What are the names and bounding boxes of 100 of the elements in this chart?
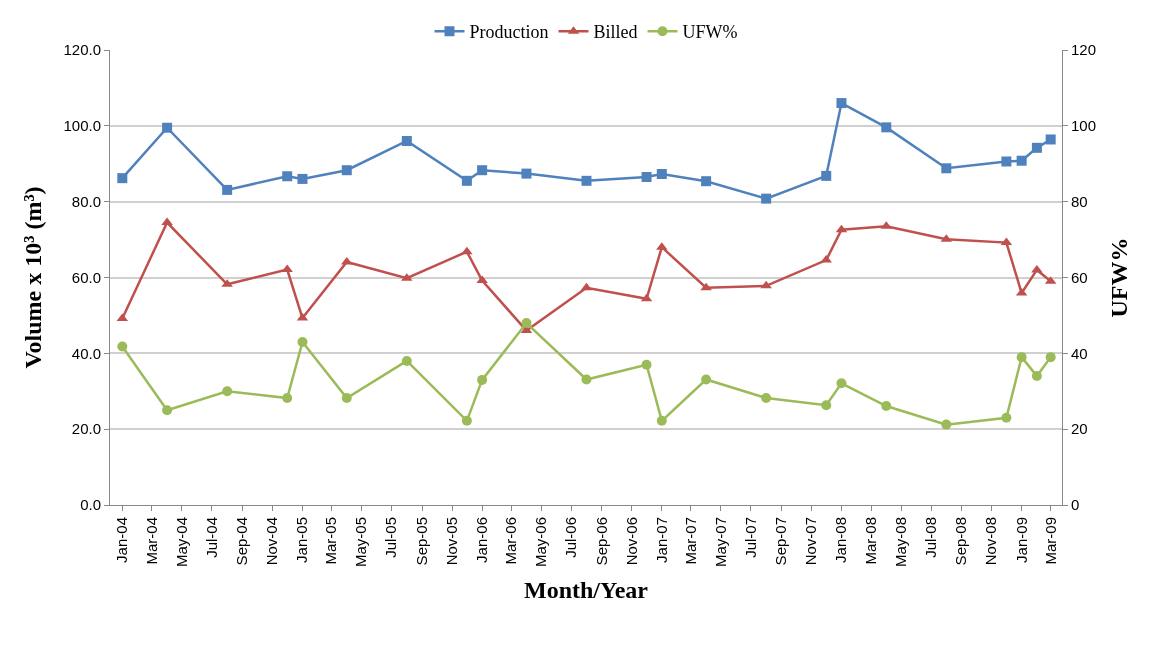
x-tick-label: Jul-05 xyxy=(382,517,400,558)
y-axis-title: Volume x 10³ (m³) xyxy=(19,186,46,369)
legend-label: Billed xyxy=(593,22,638,43)
point xyxy=(641,172,652,183)
y-tick-label: 0.0 xyxy=(80,496,101,514)
x-tick-label: Jan-07 xyxy=(652,517,670,563)
y2-tick-label: 120 xyxy=(1071,41,1097,59)
y2-tick-label: 80 xyxy=(1071,192,1088,210)
point xyxy=(821,170,832,181)
y2-tick-label: 0 xyxy=(1071,496,1080,514)
y-tick-label: 20.0 xyxy=(71,420,101,438)
x-tick-label: Mar-04 xyxy=(142,517,160,565)
y-tick-label: 80.0 xyxy=(71,192,101,210)
point xyxy=(461,415,472,426)
x-tick-label: Jul-06 xyxy=(562,517,580,558)
x-tick-label: Jan-06 xyxy=(473,517,491,563)
x-tick-label: Nov-08 xyxy=(982,517,1000,566)
point xyxy=(760,280,772,289)
point xyxy=(341,393,352,404)
point xyxy=(1031,371,1042,382)
x-tick-label: Mar-09 xyxy=(1041,517,1059,565)
y2-axis-title: UFW% xyxy=(1106,237,1133,318)
point xyxy=(162,405,173,416)
point xyxy=(161,217,173,226)
x-tick-label: Jan-05 xyxy=(293,517,311,563)
point xyxy=(477,165,488,176)
point xyxy=(836,98,847,109)
x-tick-label: Mar-07 xyxy=(681,517,699,565)
x-tick-label: Sep-05 xyxy=(412,517,430,566)
y-tick-label: 40.0 xyxy=(71,344,101,362)
x-tick-label: Jul-07 xyxy=(741,517,759,558)
point xyxy=(656,415,667,426)
point xyxy=(297,173,308,184)
point xyxy=(1001,156,1012,167)
point xyxy=(1045,134,1056,145)
point xyxy=(821,400,832,411)
point xyxy=(476,275,488,284)
y2-tick-label: 100 xyxy=(1071,117,1097,135)
point xyxy=(117,173,128,184)
y-tick-label: 100.0 xyxy=(63,117,101,135)
point xyxy=(222,386,233,397)
x-tick-label: Jul-08 xyxy=(921,517,939,558)
x-tick-label: Mar-06 xyxy=(502,517,520,565)
x-tick-label: Sep-08 xyxy=(952,517,970,566)
point xyxy=(836,378,847,389)
point xyxy=(297,336,308,347)
point xyxy=(581,175,592,186)
legend-label: UFW% xyxy=(682,22,738,43)
point xyxy=(941,163,952,174)
point xyxy=(701,374,712,385)
point xyxy=(1016,155,1027,166)
x-tick-label: Mar-08 xyxy=(861,517,879,565)
point xyxy=(701,176,712,187)
point xyxy=(117,341,128,352)
x-tick-label: Mar-05 xyxy=(322,517,340,565)
y2-tick-label: 20 xyxy=(1071,420,1088,438)
point xyxy=(1045,352,1056,363)
point xyxy=(282,393,293,404)
point xyxy=(1001,412,1012,423)
x-tick-label: May-04 xyxy=(172,517,190,568)
y2-tick-label: 60 xyxy=(1071,268,1088,286)
point xyxy=(581,374,592,385)
point xyxy=(477,374,488,385)
x-tick-label: May-05 xyxy=(352,517,370,568)
x-tick-label: May-06 xyxy=(532,517,550,568)
x-tick-label: Sep-06 xyxy=(592,517,610,566)
x-tick-label: Sep-07 xyxy=(772,517,790,566)
y-tick-label: 120.0 xyxy=(63,41,101,59)
point xyxy=(401,355,412,366)
point xyxy=(281,264,293,273)
point xyxy=(282,171,293,182)
x-tick-label: Jul-04 xyxy=(202,517,220,558)
point xyxy=(641,359,652,370)
point xyxy=(656,168,667,179)
x-tick-label: Nov-06 xyxy=(622,517,640,566)
x-tick-label: May-08 xyxy=(891,517,909,568)
point xyxy=(941,419,952,430)
point xyxy=(881,122,892,133)
x-tick-label: Jan-09 xyxy=(1012,517,1030,563)
y-tick-label: 60.0 xyxy=(71,268,101,286)
x-tick-label: Nov-04 xyxy=(263,517,281,566)
point xyxy=(222,184,233,195)
x-axis-title: Month/Year xyxy=(524,577,649,604)
point xyxy=(1031,142,1042,153)
y2-tick-label: 40 xyxy=(1071,344,1088,362)
legend-label: Production xyxy=(469,22,549,43)
point xyxy=(401,136,412,146)
x-tick-label: Nov-07 xyxy=(802,517,820,566)
x-tick-label: Jan-08 xyxy=(832,517,850,563)
x-tick-label: Nov-05 xyxy=(442,517,460,566)
point xyxy=(461,246,473,255)
point xyxy=(521,318,532,328)
point xyxy=(162,122,173,133)
point xyxy=(521,168,532,179)
point xyxy=(341,165,352,176)
point xyxy=(761,393,772,404)
x-tick-label: Jan-04 xyxy=(113,517,131,563)
x-tick-label: Sep-04 xyxy=(233,517,251,566)
x-tick-label: May-07 xyxy=(711,517,729,568)
point xyxy=(1016,352,1027,363)
